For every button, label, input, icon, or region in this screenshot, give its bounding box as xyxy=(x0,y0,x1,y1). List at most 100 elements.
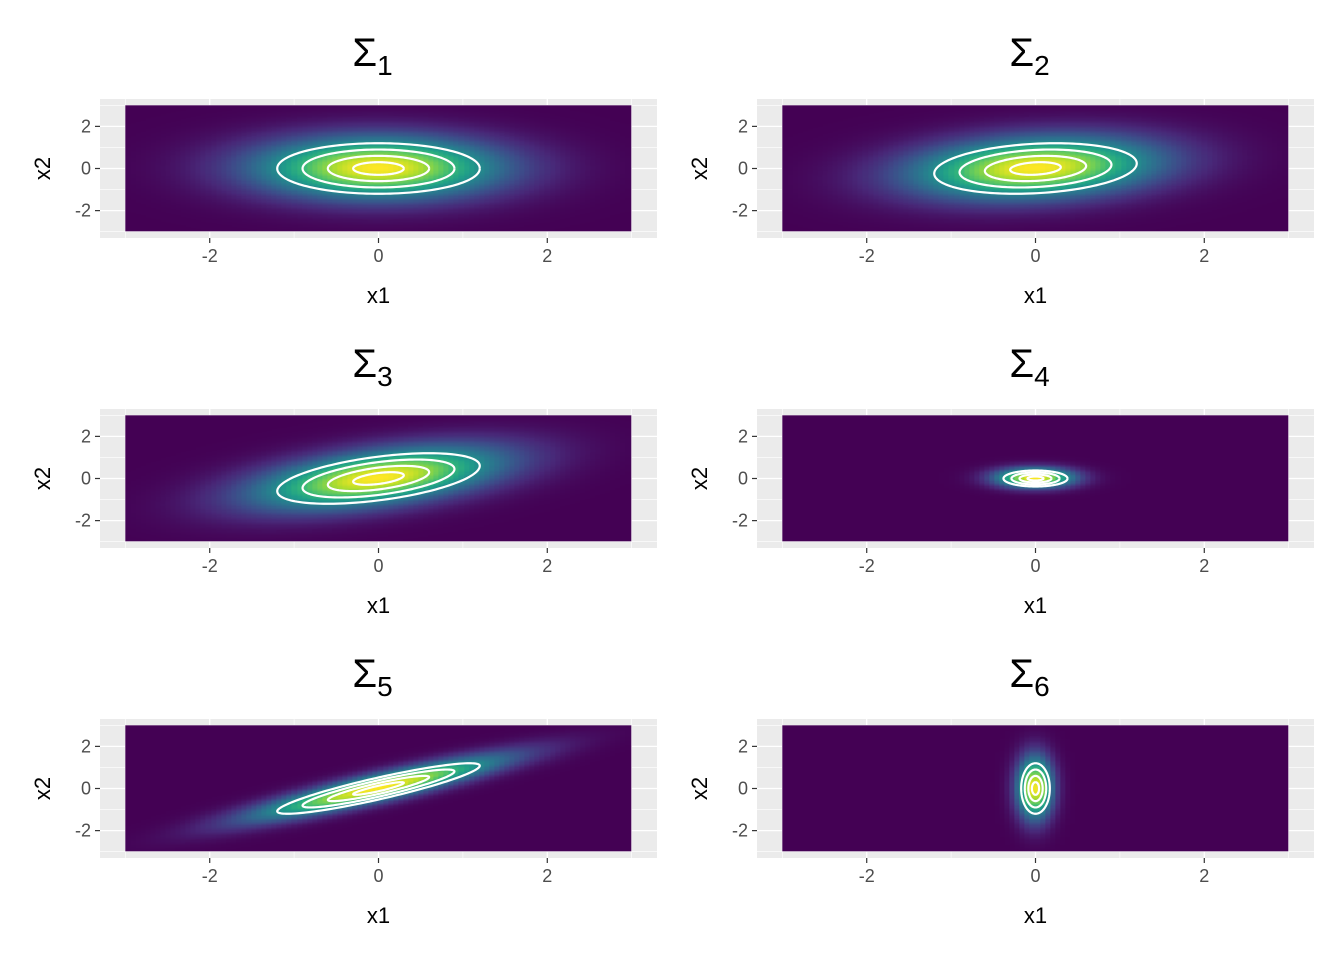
y-tick-label: 2 xyxy=(738,116,748,136)
panel-title: Σ2 xyxy=(1009,31,1049,81)
y-axis-title: x2 xyxy=(30,157,55,180)
y-axis-title: x2 xyxy=(687,467,712,490)
panel-title: Σ6 xyxy=(1009,652,1049,702)
contour-line xyxy=(1023,768,1048,809)
density-heatmap xyxy=(782,725,1289,852)
panel-title-symbol: Σ xyxy=(352,652,377,696)
contour-line xyxy=(1027,774,1044,803)
density-heatmap xyxy=(125,415,632,542)
panel-title: Σ4 xyxy=(1009,342,1049,392)
x-tick-label: 2 xyxy=(1199,866,1209,886)
panel-title-subscript: 1 xyxy=(377,50,393,81)
contour-line xyxy=(352,781,405,796)
contour-lines xyxy=(1002,469,1069,488)
contour-line xyxy=(276,142,481,195)
contour-line xyxy=(276,762,481,815)
contour-line xyxy=(326,154,431,183)
contour-line xyxy=(983,154,1088,183)
contour-line xyxy=(301,458,456,499)
axes: -2 0 2 -2 0 2 xyxy=(732,736,1209,886)
contour-line xyxy=(1010,471,1061,486)
contour-line xyxy=(958,148,1113,189)
x-axis-title: x1 xyxy=(1024,283,1047,308)
panel-title: Σ5 xyxy=(352,652,392,702)
contour-line xyxy=(352,161,405,176)
panel-title-subscript: 4 xyxy=(1034,361,1050,392)
x-tick-label: -2 xyxy=(202,556,218,576)
contour-line xyxy=(326,774,431,803)
x-tick-label: 2 xyxy=(542,866,552,886)
panel-1: -2 0 2 -2 0 2 x1 x2 Σ1 xyxy=(30,31,657,308)
contour-lines xyxy=(933,142,1138,195)
y-tick-label: -2 xyxy=(75,821,91,841)
x-tick-label: 0 xyxy=(1030,246,1040,266)
x-tick-label: -2 xyxy=(859,246,875,266)
y-tick-label: -2 xyxy=(732,201,748,221)
contour-lines xyxy=(1020,762,1051,815)
panel-title-subscript: 3 xyxy=(377,361,393,392)
contour-line xyxy=(933,142,1138,195)
contour-line xyxy=(326,464,431,493)
panel-title-symbol: Σ xyxy=(352,342,377,386)
x-tick-label: 0 xyxy=(373,246,383,266)
y-tick-label: 0 xyxy=(81,469,91,489)
contour-line xyxy=(1020,762,1051,815)
x-tick-label: 0 xyxy=(1030,866,1040,886)
contour-line xyxy=(301,148,456,189)
contour-line xyxy=(352,471,405,486)
density-heatmap xyxy=(782,415,1289,542)
contour-line xyxy=(1026,475,1045,482)
x-tick-label: 0 xyxy=(373,556,383,576)
y-tick-label: 2 xyxy=(81,116,91,136)
y-tick-label: 0 xyxy=(81,159,91,179)
contour-line xyxy=(1009,161,1062,176)
density-heatmap xyxy=(125,725,632,852)
panel-6: -2 0 2 -2 0 2 x1 x2 Σ6 xyxy=(687,652,1314,928)
x-tick-label: -2 xyxy=(202,246,218,266)
x-tick-label: 0 xyxy=(1030,556,1040,576)
x-tick-label: 2 xyxy=(1199,556,1209,576)
x-axis-title: x1 xyxy=(367,903,390,928)
x-axis-title: x1 xyxy=(1024,593,1047,618)
panel-title-subscript: 6 xyxy=(1034,671,1050,702)
contour-line xyxy=(1002,469,1069,488)
axes: -2 0 2 -2 0 2 xyxy=(75,736,552,886)
panel-title-symbol: Σ xyxy=(1009,342,1034,386)
y-tick-label: -2 xyxy=(75,201,91,221)
y-tick-label: 2 xyxy=(81,426,91,446)
panel-title-subscript: 5 xyxy=(377,671,393,702)
x-tick-label: -2 xyxy=(859,866,875,886)
y-tick-label: 0 xyxy=(738,469,748,489)
panel-title-symbol: Σ xyxy=(1009,31,1034,75)
y-tick-label: 0 xyxy=(738,159,748,179)
contour-lines xyxy=(276,762,481,815)
contour-line xyxy=(1018,473,1053,484)
y-tick-label: 0 xyxy=(738,779,748,799)
panel-3: -2 0 2 -2 0 2 x1 x2 Σ3 xyxy=(30,342,657,618)
axes: -2 0 2 -2 0 2 xyxy=(732,426,1209,576)
y-tick-label: 2 xyxy=(81,736,91,756)
contour-line xyxy=(276,452,481,505)
x-tick-label: 0 xyxy=(373,866,383,886)
y-axis-title: x2 xyxy=(687,157,712,180)
panel-title: Σ3 xyxy=(352,342,392,392)
axes: -2 0 2 -2 0 2 xyxy=(75,116,552,266)
x-tick-label: 2 xyxy=(542,246,552,266)
panel-5: -2 0 2 -2 0 2 x1 x2 Σ5 xyxy=(30,652,657,928)
axes: -2 0 2 -2 0 2 xyxy=(732,116,1209,266)
y-axis-title: x2 xyxy=(687,777,712,800)
x-axis-title: x1 xyxy=(1024,903,1047,928)
panel-title: Σ1 xyxy=(352,31,392,81)
panel-title-subscript: 2 xyxy=(1034,50,1050,81)
panel-4: -2 0 2 -2 0 2 x1 x2 Σ4 xyxy=(687,342,1314,618)
contour-line xyxy=(301,768,456,809)
y-axis-title: x2 xyxy=(30,777,55,800)
axes: -2 0 2 -2 0 2 xyxy=(75,426,552,576)
contour-line xyxy=(1030,781,1041,796)
x-tick-label: 2 xyxy=(1199,246,1209,266)
x-tick-label: -2 xyxy=(202,866,218,886)
contour-lines xyxy=(276,452,481,505)
panel-title-symbol: Σ xyxy=(352,31,377,75)
